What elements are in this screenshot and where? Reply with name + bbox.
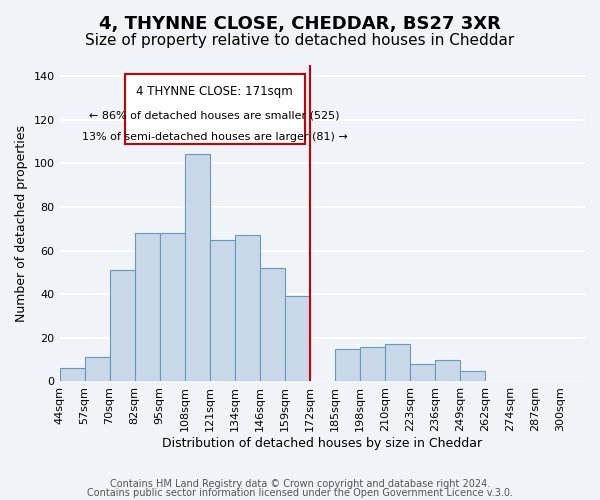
Text: ← 86% of detached houses are smaller (525): ← 86% of detached houses are smaller (52…	[89, 110, 340, 120]
X-axis label: Distribution of detached houses by size in Cheddar: Distribution of detached houses by size …	[162, 437, 482, 450]
Bar	[460, 370, 485, 382]
Bar	[160, 233, 185, 382]
Bar	[85, 358, 110, 382]
Bar	[435, 360, 460, 382]
Bar	[410, 364, 435, 382]
Text: 4, THYNNE CLOSE, CHEDDAR, BS27 3XR: 4, THYNNE CLOSE, CHEDDAR, BS27 3XR	[99, 15, 501, 33]
Bar	[360, 346, 385, 382]
Text: 4 THYNNE CLOSE: 171sqm: 4 THYNNE CLOSE: 171sqm	[136, 84, 293, 98]
Bar	[209, 240, 235, 382]
Text: Contains HM Land Registry data © Crown copyright and database right 2024.: Contains HM Land Registry data © Crown c…	[110, 479, 490, 489]
Bar	[110, 270, 134, 382]
FancyBboxPatch shape	[125, 74, 305, 144]
Text: Contains public sector information licensed under the Open Government Licence v.: Contains public sector information licen…	[87, 488, 513, 498]
Bar	[285, 296, 310, 382]
Bar	[385, 344, 410, 382]
Bar	[134, 233, 160, 382]
Bar	[185, 154, 209, 382]
Y-axis label: Number of detached properties: Number of detached properties	[15, 124, 28, 322]
Bar	[335, 348, 360, 382]
Text: 13% of semi-detached houses are larger (81) →: 13% of semi-detached houses are larger (…	[82, 132, 347, 142]
Text: Size of property relative to detached houses in Cheddar: Size of property relative to detached ho…	[85, 32, 515, 48]
Bar	[59, 368, 85, 382]
Bar	[235, 235, 260, 382]
Bar	[260, 268, 285, 382]
